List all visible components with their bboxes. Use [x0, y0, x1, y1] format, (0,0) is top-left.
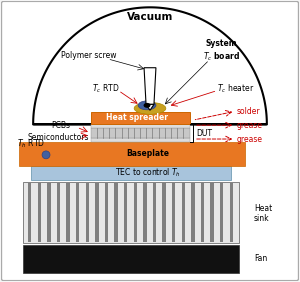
- Bar: [23, 245, 239, 273]
- Bar: [91, 138, 190, 142]
- Bar: [172, 182, 175, 242]
- Text: Fan: Fan: [254, 254, 267, 263]
- Bar: [114, 182, 118, 242]
- Bar: [19, 142, 245, 166]
- Bar: [220, 182, 223, 242]
- Text: Polymer screw: Polymer screw: [61, 51, 116, 60]
- Text: grease: grease: [236, 121, 262, 130]
- Text: System
$T_c$ board: System $T_c$ board: [203, 39, 240, 63]
- Bar: [66, 182, 70, 242]
- Text: DUT: DUT: [196, 129, 212, 138]
- Bar: [91, 124, 190, 128]
- Text: Vacuum: Vacuum: [127, 12, 173, 22]
- Text: PCBs: PCBs: [51, 121, 70, 130]
- Bar: [31, 166, 231, 180]
- Polygon shape: [33, 7, 267, 124]
- Text: Semiconductors: Semiconductors: [27, 133, 89, 142]
- Bar: [191, 182, 194, 242]
- Bar: [95, 182, 99, 242]
- Ellipse shape: [134, 102, 166, 114]
- Bar: [210, 182, 214, 242]
- Bar: [201, 182, 204, 242]
- Polygon shape: [144, 68, 156, 104]
- Bar: [91, 112, 190, 124]
- Text: Baseplate: Baseplate: [127, 149, 170, 158]
- Text: $T_c$ heater: $T_c$ heater: [217, 82, 255, 95]
- Polygon shape: [146, 104, 154, 110]
- Ellipse shape: [144, 103, 151, 108]
- Bar: [38, 182, 41, 242]
- Text: grease: grease: [236, 135, 262, 144]
- Text: TEC to control $T_h$: TEC to control $T_h$: [115, 166, 181, 179]
- Bar: [105, 182, 108, 242]
- Bar: [182, 182, 185, 242]
- Bar: [47, 182, 51, 242]
- Bar: [162, 182, 166, 242]
- Text: Heat spreader: Heat spreader: [106, 113, 168, 122]
- Text: solder: solder: [236, 107, 260, 116]
- Circle shape: [42, 151, 50, 159]
- Bar: [28, 182, 32, 242]
- FancyBboxPatch shape: [2, 1, 298, 281]
- Bar: [143, 182, 146, 242]
- Text: $T_h$ RTD: $T_h$ RTD: [17, 138, 45, 150]
- Bar: [23, 182, 239, 243]
- Bar: [91, 128, 190, 138]
- Bar: [57, 182, 60, 242]
- Bar: [85, 182, 89, 242]
- Bar: [230, 182, 233, 242]
- Bar: [124, 182, 127, 242]
- Bar: [153, 182, 156, 242]
- Bar: [76, 182, 80, 242]
- Bar: [134, 182, 137, 242]
- Text: Heat
sink: Heat sink: [254, 204, 272, 223]
- Ellipse shape: [138, 101, 156, 110]
- Text: $T_c$ RTD: $T_c$ RTD: [92, 82, 119, 95]
